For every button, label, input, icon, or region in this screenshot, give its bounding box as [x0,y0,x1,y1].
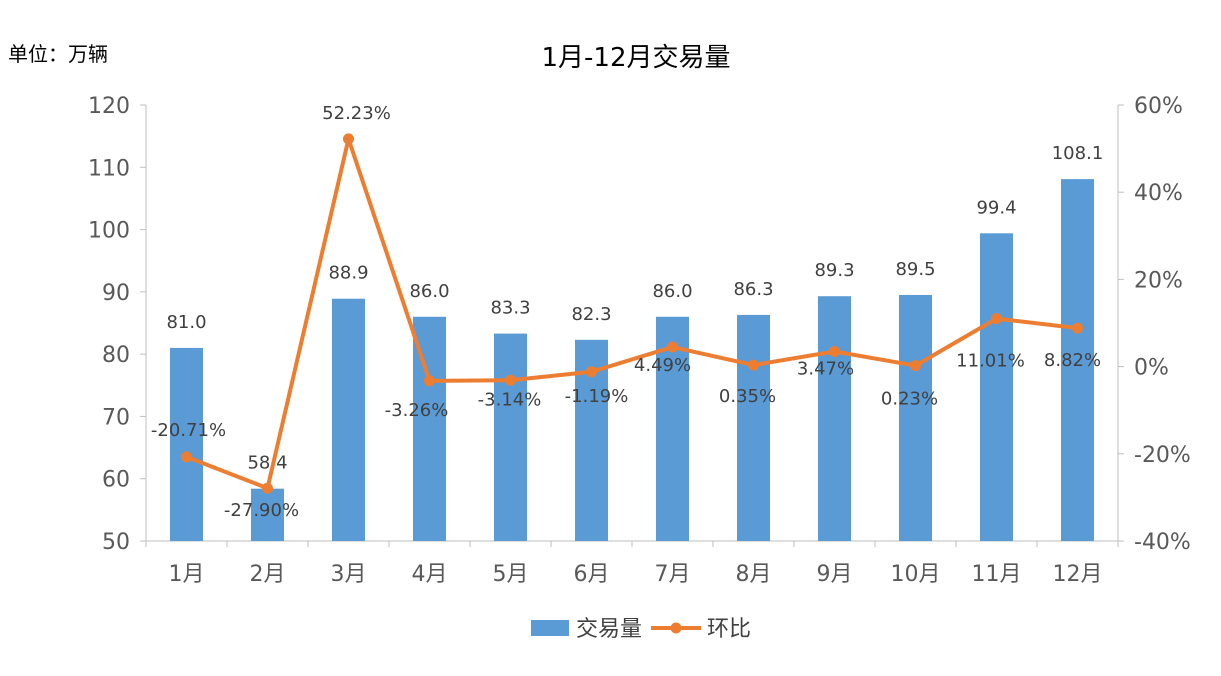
line-value-label: 0.23% [881,389,938,410]
line-series: -20.71% -27.90% 52.23% -3.26% -3.14% -1.19%4.… [151,103,1101,521]
line-marker [991,313,1002,325]
bar-value-label: 108.1 [1052,143,1104,164]
line-value-label: -27.90% [224,500,299,521]
left-tick-label: 90 [102,281,130,306]
legend-marker-line [670,622,682,634]
bar-value-label: 83.3 [490,298,530,319]
line-marker [1072,322,1083,334]
line-value-label: 0.35% [719,386,776,407]
right-tick-label: 40% [1134,181,1183,206]
axes: 50 60 70 80 90 100 110 120 -40% -20% 0% 20% 40% 60% 1月… [88,94,1191,587]
line-marker [181,451,192,463]
bar [899,294,932,541]
x-tick-label: 7月 [655,562,691,587]
bar [251,488,284,541]
x-tick-label: 2月 [250,562,286,587]
line-value-label: 8.82% [1044,350,1101,371]
line-value-label: 3.47% [797,358,854,379]
x-tick-label: 12月 [1053,562,1103,587]
unit-label: 单位：万辆 [8,42,108,66]
legend-label-bar: 交易量 [576,617,642,642]
chart-title: 1月-12月交易量 [541,43,730,73]
bar [170,347,203,541]
left-tick-label: 50 [102,530,130,555]
x-tick-label: 11月 [972,562,1022,587]
bar-value-label: 89.3 [814,260,854,281]
line-value-label: -20.71% [151,420,226,441]
bar [494,333,527,541]
x-tick-label: 3月 [331,562,367,587]
x-tick-label: 6月 [574,562,610,587]
right-tick-label: 0% [1134,356,1169,381]
bar-value-label: 58.4 [247,453,287,474]
right-tick-label: -20% [1134,443,1191,468]
line-path [185,136,1078,491]
line-marker [910,360,921,372]
left-tick-label: 120 [88,94,130,119]
line-value-label: -3.14% [478,389,542,410]
line-marker [424,375,435,387]
line-value-label: -1.19% [565,386,629,407]
bar [980,233,1013,541]
line-marker [829,345,840,357]
right-tick-label: 20% [1134,268,1183,293]
left-tick-label: 80 [102,343,130,368]
x-tick-label: 9月 [817,562,853,587]
left-tick-label: 60 [102,468,130,493]
bar-value-label: 99.4 [976,197,1016,218]
line-value-label: 4.49% [634,355,691,376]
bar-value-label: 88.9 [328,263,368,284]
left-tick-label: 100 [88,219,130,244]
bar [1061,179,1094,541]
bar-value-label: 89.5 [895,259,935,280]
bar-value-label: 86.0 [652,281,692,302]
x-tick-label: 8月 [736,562,772,587]
x-tick-label: 1月 [169,562,205,587]
legend-label-line: 环比 [707,617,751,642]
line-marker [343,133,354,145]
bar-value-label: 81.0 [166,312,206,333]
line-value-label: -3.26% [385,400,449,421]
bar [332,298,365,541]
left-tick-label: 110 [88,156,130,181]
line-marker [586,366,597,378]
line-value-label: 11.01% [956,351,1025,372]
line-marker [505,374,516,386]
line-marker [667,341,678,353]
x-tick-label: 4月 [412,562,448,587]
line-marker [748,359,759,371]
right-tick-label: 60% [1134,94,1183,119]
left-tick-label: 70 [102,405,130,430]
right-tick-label: -40% [1134,530,1191,555]
bar [656,316,689,541]
bar-value-label: 86.3 [733,279,773,300]
line-marker [262,482,273,494]
bar-series: 81.0 58.4 88.9 86.0 83.3 82.3 86.0 86.3 89.3 89.5… [166,143,1103,541]
legend: 交易量 环比 [531,617,751,642]
legend-swatch-bar [531,620,569,636]
x-tick-label: 10月 [891,562,941,587]
bar [818,296,851,541]
bar [737,314,770,541]
x-tick-label: 5月 [493,562,529,587]
line-value-label: 52.23% [322,103,391,124]
bar-value-label: 82.3 [571,304,611,325]
bar-value-label: 86.0 [409,281,449,302]
